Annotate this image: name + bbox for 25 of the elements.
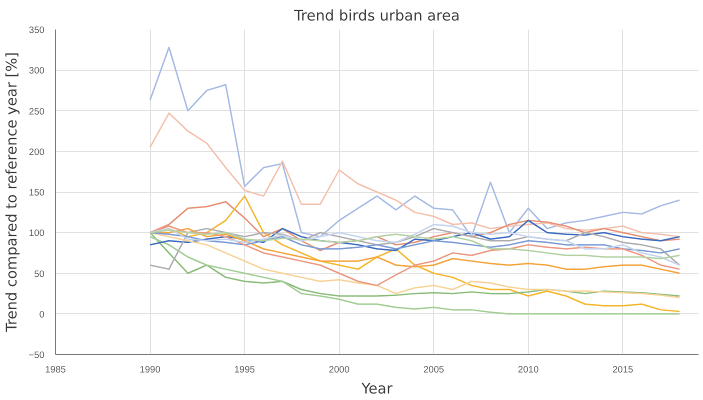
line-series bbox=[149, 229, 680, 260]
x-tick-label: 1990 bbox=[140, 364, 160, 374]
x-tick-label: 2000 bbox=[328, 364, 350, 374]
y-tick-label: 50 bbox=[34, 268, 45, 279]
line-series bbox=[149, 46, 680, 238]
y-tick-label: 200 bbox=[28, 146, 45, 157]
y-tick-label: −50 bbox=[28, 350, 45, 360]
x-tick-label: 1995 bbox=[234, 364, 256, 374]
line-series bbox=[149, 112, 680, 238]
chart-title: Trend birds urban area bbox=[293, 8, 460, 24]
x-tick-label: 2005 bbox=[423, 364, 444, 374]
line-series bbox=[149, 236, 680, 315]
y-tick-label: 100 bbox=[28, 228, 45, 238]
y-tick-label: 350 bbox=[28, 25, 45, 35]
line-series bbox=[149, 232, 680, 254]
line-series bbox=[149, 220, 680, 252]
y-tick-label: 0 bbox=[39, 309, 45, 320]
x-axis-title: Year bbox=[360, 380, 394, 398]
y-axis-title: Trend compared to reference year [%] bbox=[4, 52, 21, 333]
x-tick-label: 2015 bbox=[612, 364, 634, 374]
y-tick-label: 150 bbox=[28, 188, 45, 198]
y-tick-label: 250 bbox=[28, 106, 45, 116]
y-tick-label: 300 bbox=[28, 66, 45, 76]
x-tick-label: 1985 bbox=[45, 364, 66, 374]
x-tick-label: 2010 bbox=[518, 364, 539, 374]
